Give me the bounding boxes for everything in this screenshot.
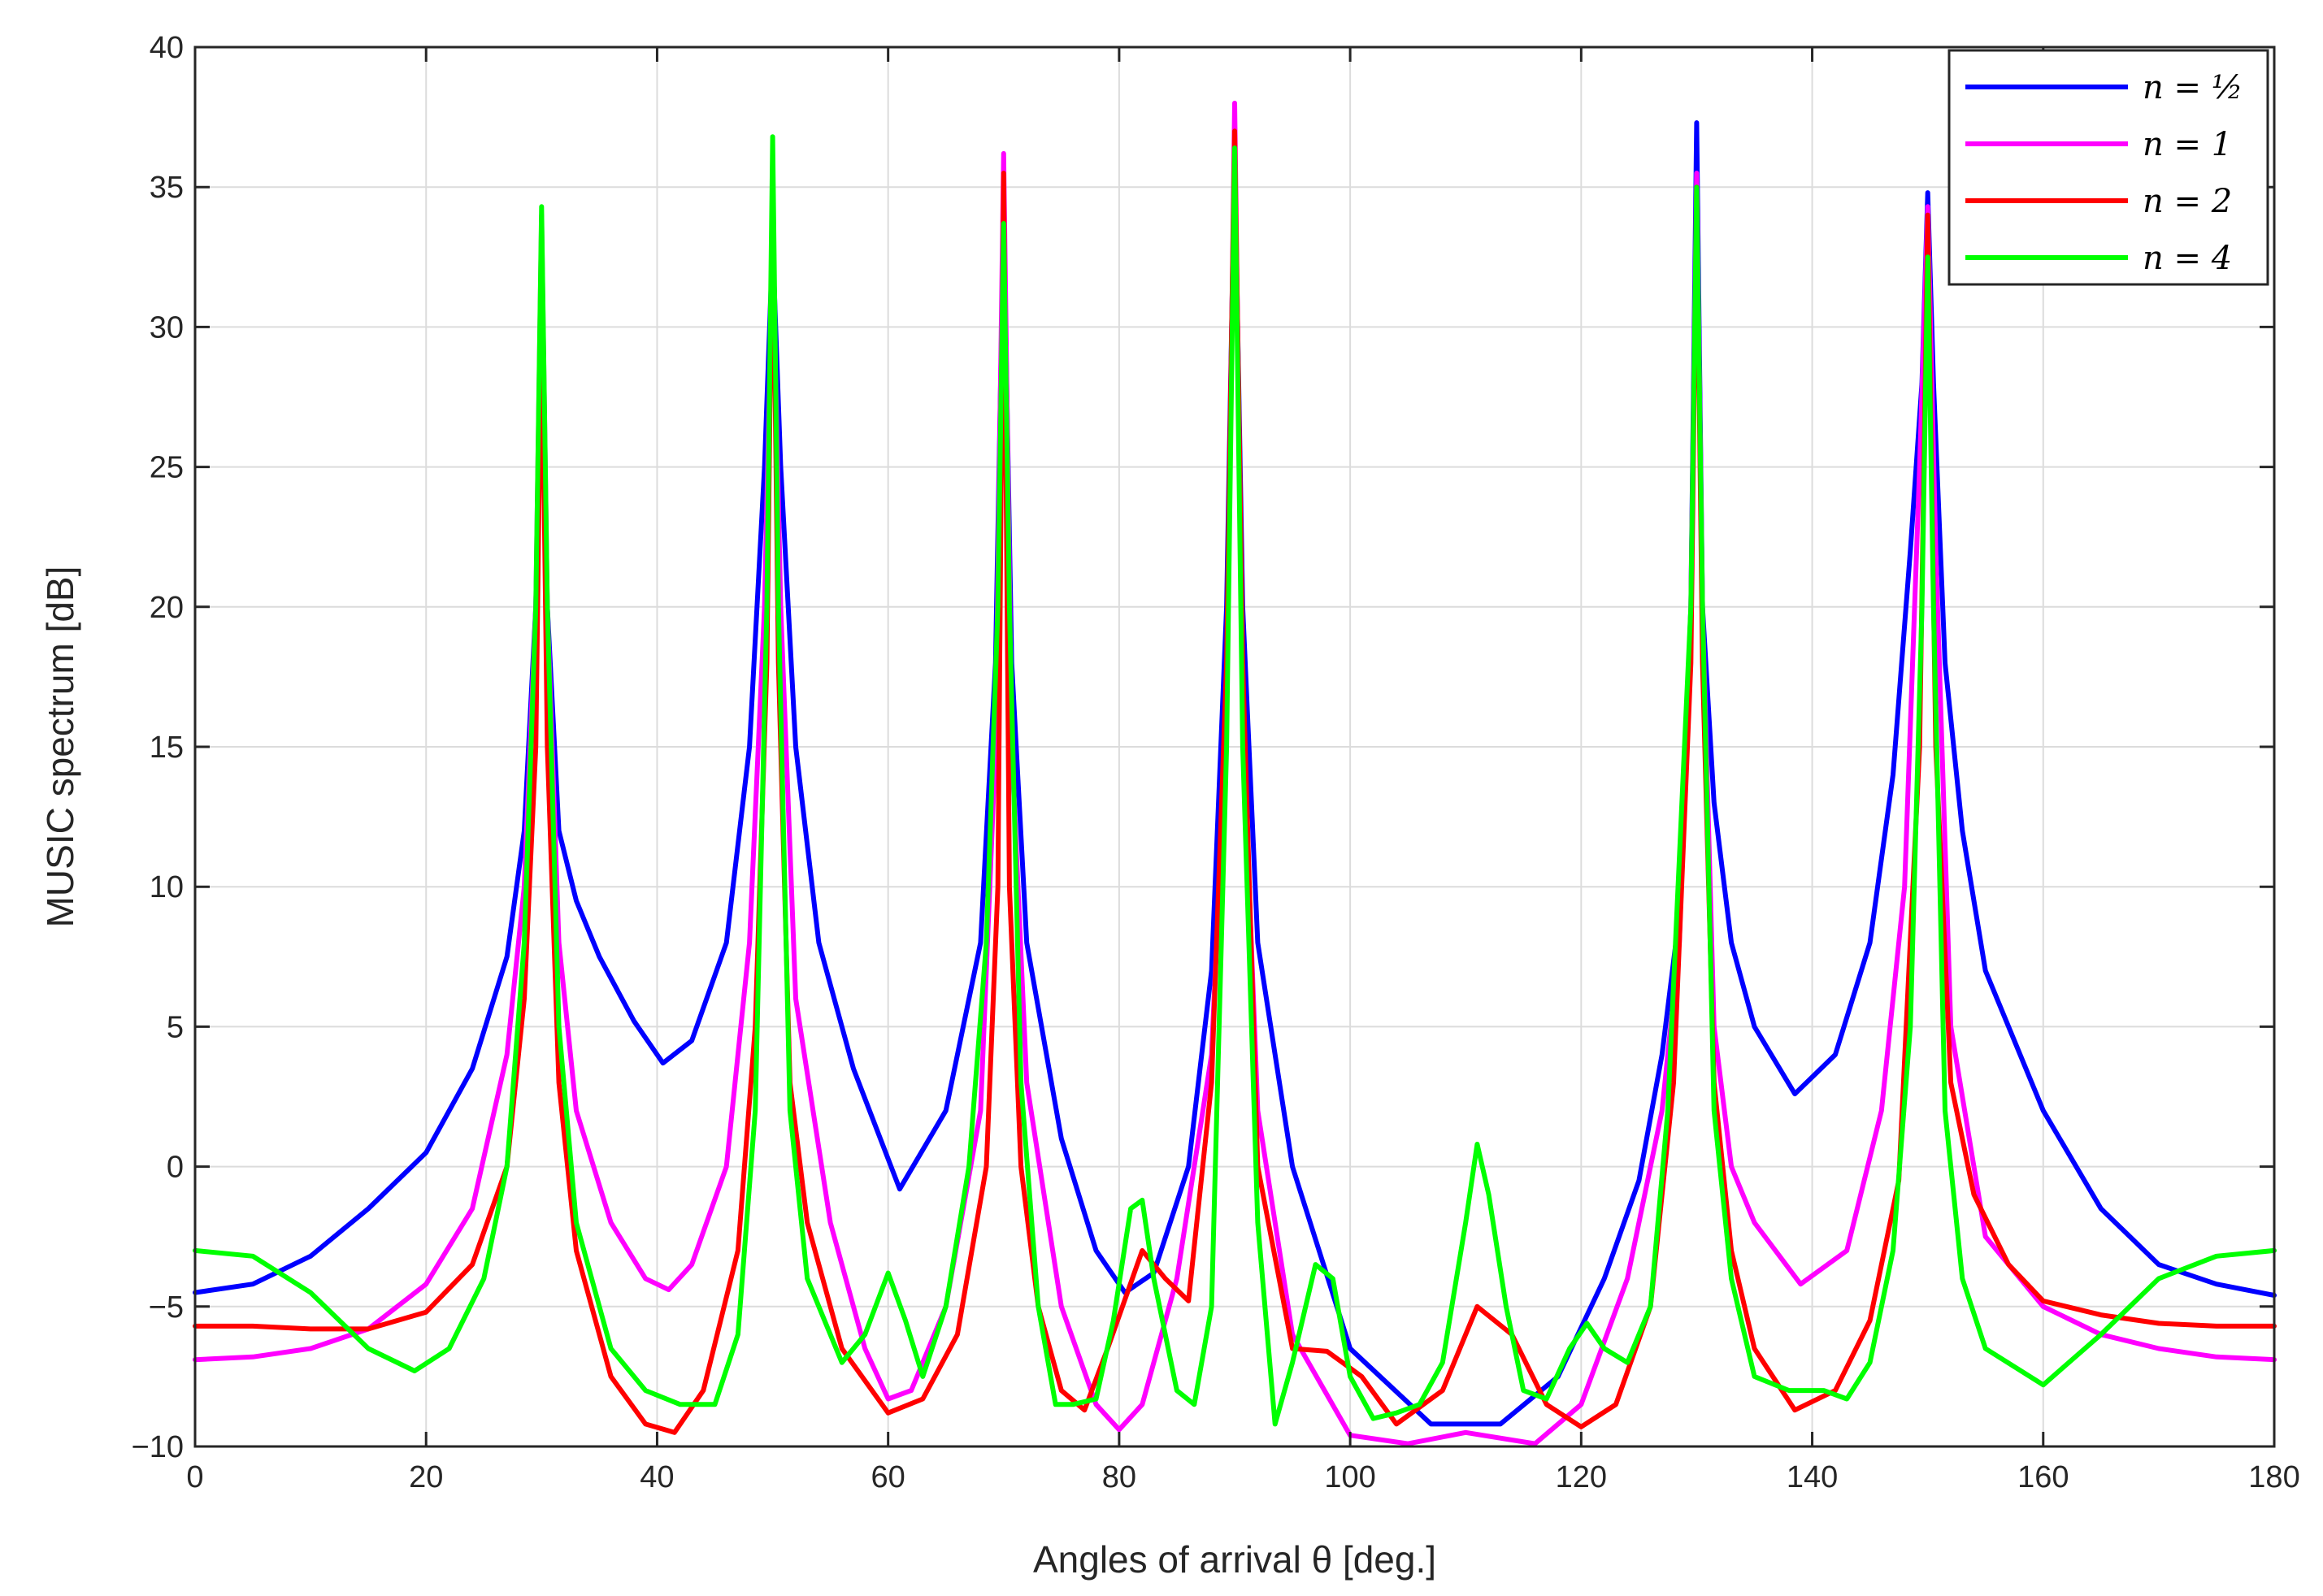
legend: n = ½ n = 1 n = 2 n = 4 — [1947, 49, 2269, 286]
tick-marks — [193, 46, 2276, 1448]
x-tick-label: 100 — [1324, 1460, 1375, 1494]
legend-label-2: n = 1 — [2143, 126, 2232, 163]
series-line-2 — [193, 100, 2277, 1446]
y-axis-title: MUSIC spectrum [dB] — [39, 566, 81, 928]
x-tick-label: 160 — [2017, 1460, 2069, 1494]
y-tick-label: −10 — [132, 1430, 184, 1464]
y-tick-label: 25 — [150, 451, 184, 485]
series-line-1 — [193, 120, 2277, 1427]
legend-label-1: n = ½ — [2143, 69, 2243, 106]
legend-label-4: n = 4 — [2143, 240, 2232, 277]
x-tick-label: 180 — [2248, 1460, 2299, 1494]
y-tick-label: 0 — [167, 1151, 184, 1185]
y-tick-label: 20 — [150, 591, 184, 625]
legend-label-3: n = 2 — [2143, 183, 2232, 220]
x-axis-title: Angles of arrival θ [deg.] — [1033, 1538, 1436, 1581]
x-tick-label: 20 — [409, 1460, 443, 1494]
series-line-3 — [193, 128, 2277, 1435]
y-tick-label: −5 — [149, 1290, 184, 1325]
x-tick-label: 120 — [1556, 1460, 1607, 1494]
y-tick-label: 15 — [150, 731, 184, 765]
x-tick-labels: 0 20 40 60 80 100 120 140 160 180 — [186, 1460, 2299, 1494]
y-tick-label: 10 — [150, 870, 184, 904]
x-tick-label: 140 — [1787, 1460, 1838, 1494]
x-tick-label: 40 — [640, 1460, 674, 1494]
series-line-4 — [193, 134, 2277, 1427]
y-tick-label: 40 — [150, 31, 184, 65]
x-tick-label: 60 — [871, 1460, 905, 1494]
y-tick-label: 30 — [150, 310, 184, 345]
y-tick-label: 35 — [150, 171, 184, 205]
y-tick-label: 5 — [167, 1010, 184, 1044]
x-tick-label: 0 — [186, 1460, 203, 1494]
series-layer — [193, 100, 2277, 1446]
x-tick-label: 80 — [1102, 1460, 1136, 1494]
y-tick-labels: −10 −5 0 5 10 15 20 25 30 35 40 — [132, 31, 184, 1464]
